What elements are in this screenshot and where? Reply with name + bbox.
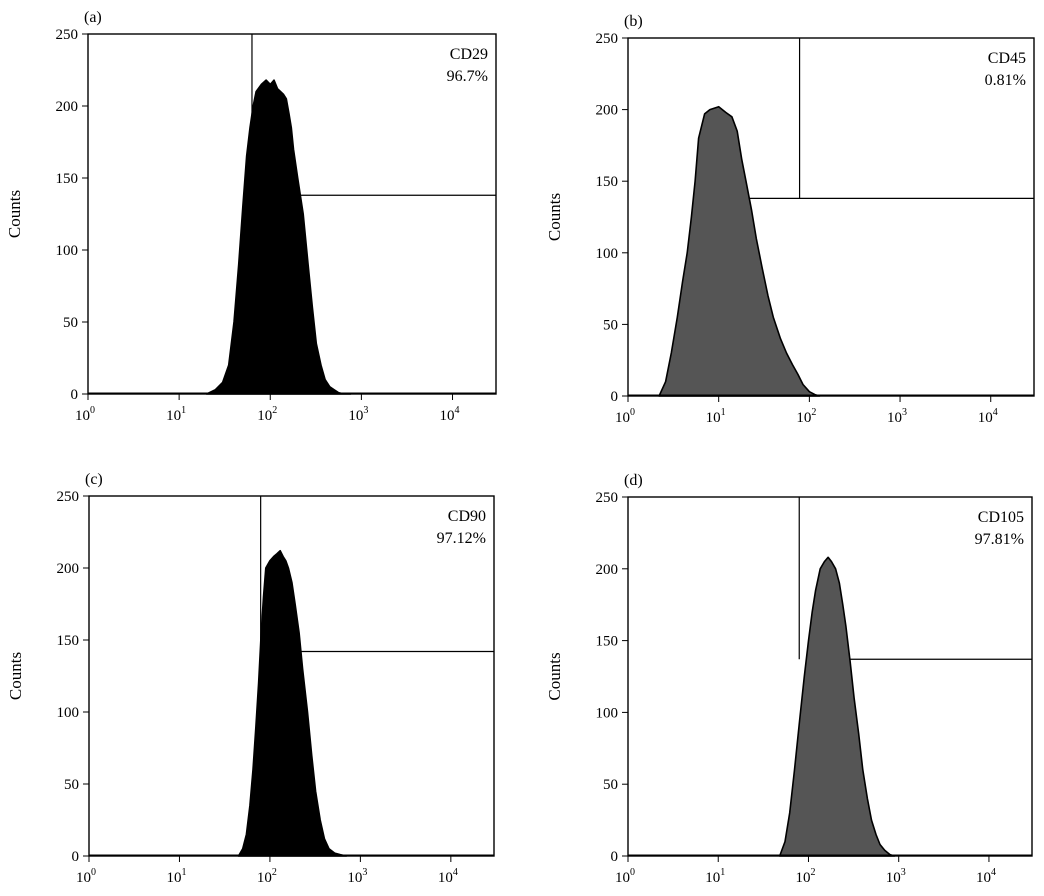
panel-label: (c): [85, 471, 103, 488]
marker-name: CD105: [978, 509, 1024, 526]
y-tick-label: 100: [596, 246, 619, 262]
histogram-panel-1: 0 50 100 150 200 250 100 101 102 103 104 Counts (a) C…: [5, 9, 497, 424]
x-tick-label: 100: [75, 405, 95, 424]
y-tick-label: 200: [57, 561, 80, 577]
y-tick-label: 200: [56, 99, 79, 115]
y-tick-label: 100: [57, 705, 80, 721]
y-axis-label: Counts: [6, 652, 25, 700]
y-tick-label: 150: [596, 174, 619, 190]
x-tick-label: 101: [705, 867, 725, 886]
y-tick-label: 0: [611, 389, 619, 405]
y-tick-label: 100: [56, 243, 79, 259]
histogram-area: [237, 549, 348, 857]
panel-label: (a): [84, 9, 102, 26]
x-tick-label: 103: [348, 405, 368, 424]
histogram-area: [778, 556, 896, 857]
y-tick-label: 250: [57, 489, 80, 505]
x-tick-label: 100: [76, 867, 96, 886]
y-tick-label: 50: [64, 777, 79, 793]
y-axis-label: Counts: [5, 190, 24, 238]
y-tick-label: 200: [596, 562, 619, 578]
x-tick-label: 104: [440, 405, 460, 424]
marker-percentage: 96.7%: [447, 68, 488, 85]
x-tick-label: 101: [706, 407, 726, 426]
y-tick-label: 50: [603, 317, 618, 333]
x-tick-label: 103: [347, 867, 367, 886]
histogram-panel-4: 0 50 100 150 200 250 100 101 102 103 104 Counts (d) C…: [545, 472, 1033, 886]
x-tick-label: 101: [166, 867, 186, 886]
y-tick-label: 250: [56, 27, 79, 43]
histogram-area: [205, 79, 352, 395]
y-tick-label: 0: [72, 849, 80, 865]
marker-name: CD45: [988, 50, 1026, 67]
y-tick-label: 0: [71, 387, 79, 403]
y-tick-label: 0: [611, 849, 619, 865]
x-tick-label: 103: [886, 867, 906, 886]
x-tick-label: 104: [978, 407, 998, 426]
histogram-panel-2: 0 50 100 150 200 250 100 101 102 103 104 Counts (b) C…: [545, 13, 1035, 426]
x-tick-label: 101: [166, 405, 186, 424]
x-tick-label: 104: [438, 867, 458, 886]
marker-name: CD29: [450, 46, 488, 63]
x-tick-label: 102: [257, 867, 277, 886]
x-tick-label: 102: [795, 867, 815, 886]
x-tick-label: 100: [615, 867, 635, 886]
x-tick-label: 100: [615, 407, 635, 426]
panel-label: (d): [624, 472, 643, 489]
y-tick-label: 250: [596, 490, 619, 506]
plot-frame: [627, 37, 1035, 397]
marker-percentage: 97.12%: [437, 530, 486, 547]
y-tick-label: 50: [603, 777, 618, 793]
histogram-area: [658, 105, 821, 397]
x-tick-label: 104: [976, 867, 996, 886]
y-tick-label: 100: [596, 705, 619, 721]
marker-name: CD90: [448, 508, 486, 525]
x-tick-label: 102: [257, 405, 277, 424]
y-tick-label: 50: [63, 315, 78, 331]
y-tick-label: 150: [57, 633, 80, 649]
panel-label: (b): [624, 13, 643, 30]
y-axis-label: Counts: [545, 193, 564, 241]
y-tick-label: 200: [596, 103, 619, 119]
histogram-panel-3: 0 50 100 150 200 250 100 101 102 103 104 Counts (c) C…: [6, 471, 495, 886]
x-tick-label: 103: [887, 407, 907, 426]
marker-percentage: 0.81%: [985, 72, 1026, 89]
y-tick-label: 150: [596, 634, 619, 650]
marker-percentage: 97.81%: [975, 531, 1024, 548]
y-tick-label: 150: [56, 171, 79, 187]
y-axis-label: Counts: [545, 652, 564, 700]
x-tick-label: 102: [796, 407, 816, 426]
y-tick-label: 250: [596, 31, 619, 47]
